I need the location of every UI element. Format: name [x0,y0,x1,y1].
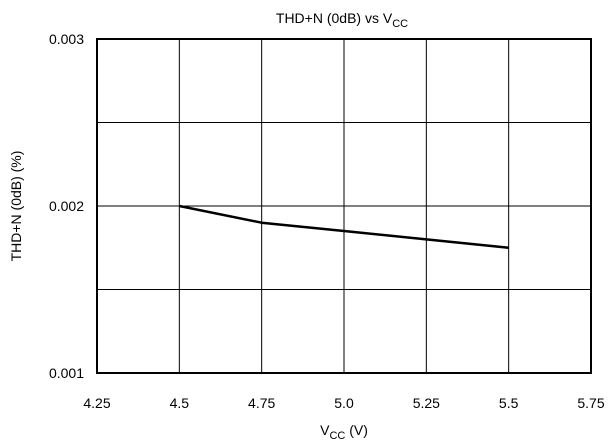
x-tick-labels: 4.25 4.5 4.75 5.0 5.25 5.5 5.75 [83,395,604,411]
grid-lines [97,39,591,373]
x-tick-label: 5.75 [577,395,604,411]
chart-title-main: THD+N (0dB) vs V [276,10,393,26]
x-tick-label: 4.5 [170,395,190,411]
x-axis-label-unit: (V) [345,422,368,438]
chart-title-subscript: CC [392,18,408,30]
series-layer [179,204,509,249]
x-axis-label-main: V [320,422,330,438]
series-line [179,204,509,249]
plot-frame [96,38,592,374]
y-tick-labels: 0.001 0.002 0.003 [49,31,84,381]
x-tick-label: 4.75 [248,395,275,411]
y-axis-label: THD+N (0dB) (%) [8,151,24,262]
x-tick-label: 5.5 [499,395,519,411]
chart-title: THD+N (0dB) vs VCC [276,10,408,30]
x-axis-label-subscript: CC [329,430,345,442]
x-tick-label: 4.25 [83,395,110,411]
x-tick-label: 5.0 [334,395,354,411]
y-tick-label: 0.001 [49,365,84,381]
y-tick-label: 0.003 [49,31,84,47]
x-axis-label: VCC (V) [320,422,368,442]
y-tick-label: 0.002 [49,198,84,214]
x-tick-label: 5.25 [413,395,440,411]
